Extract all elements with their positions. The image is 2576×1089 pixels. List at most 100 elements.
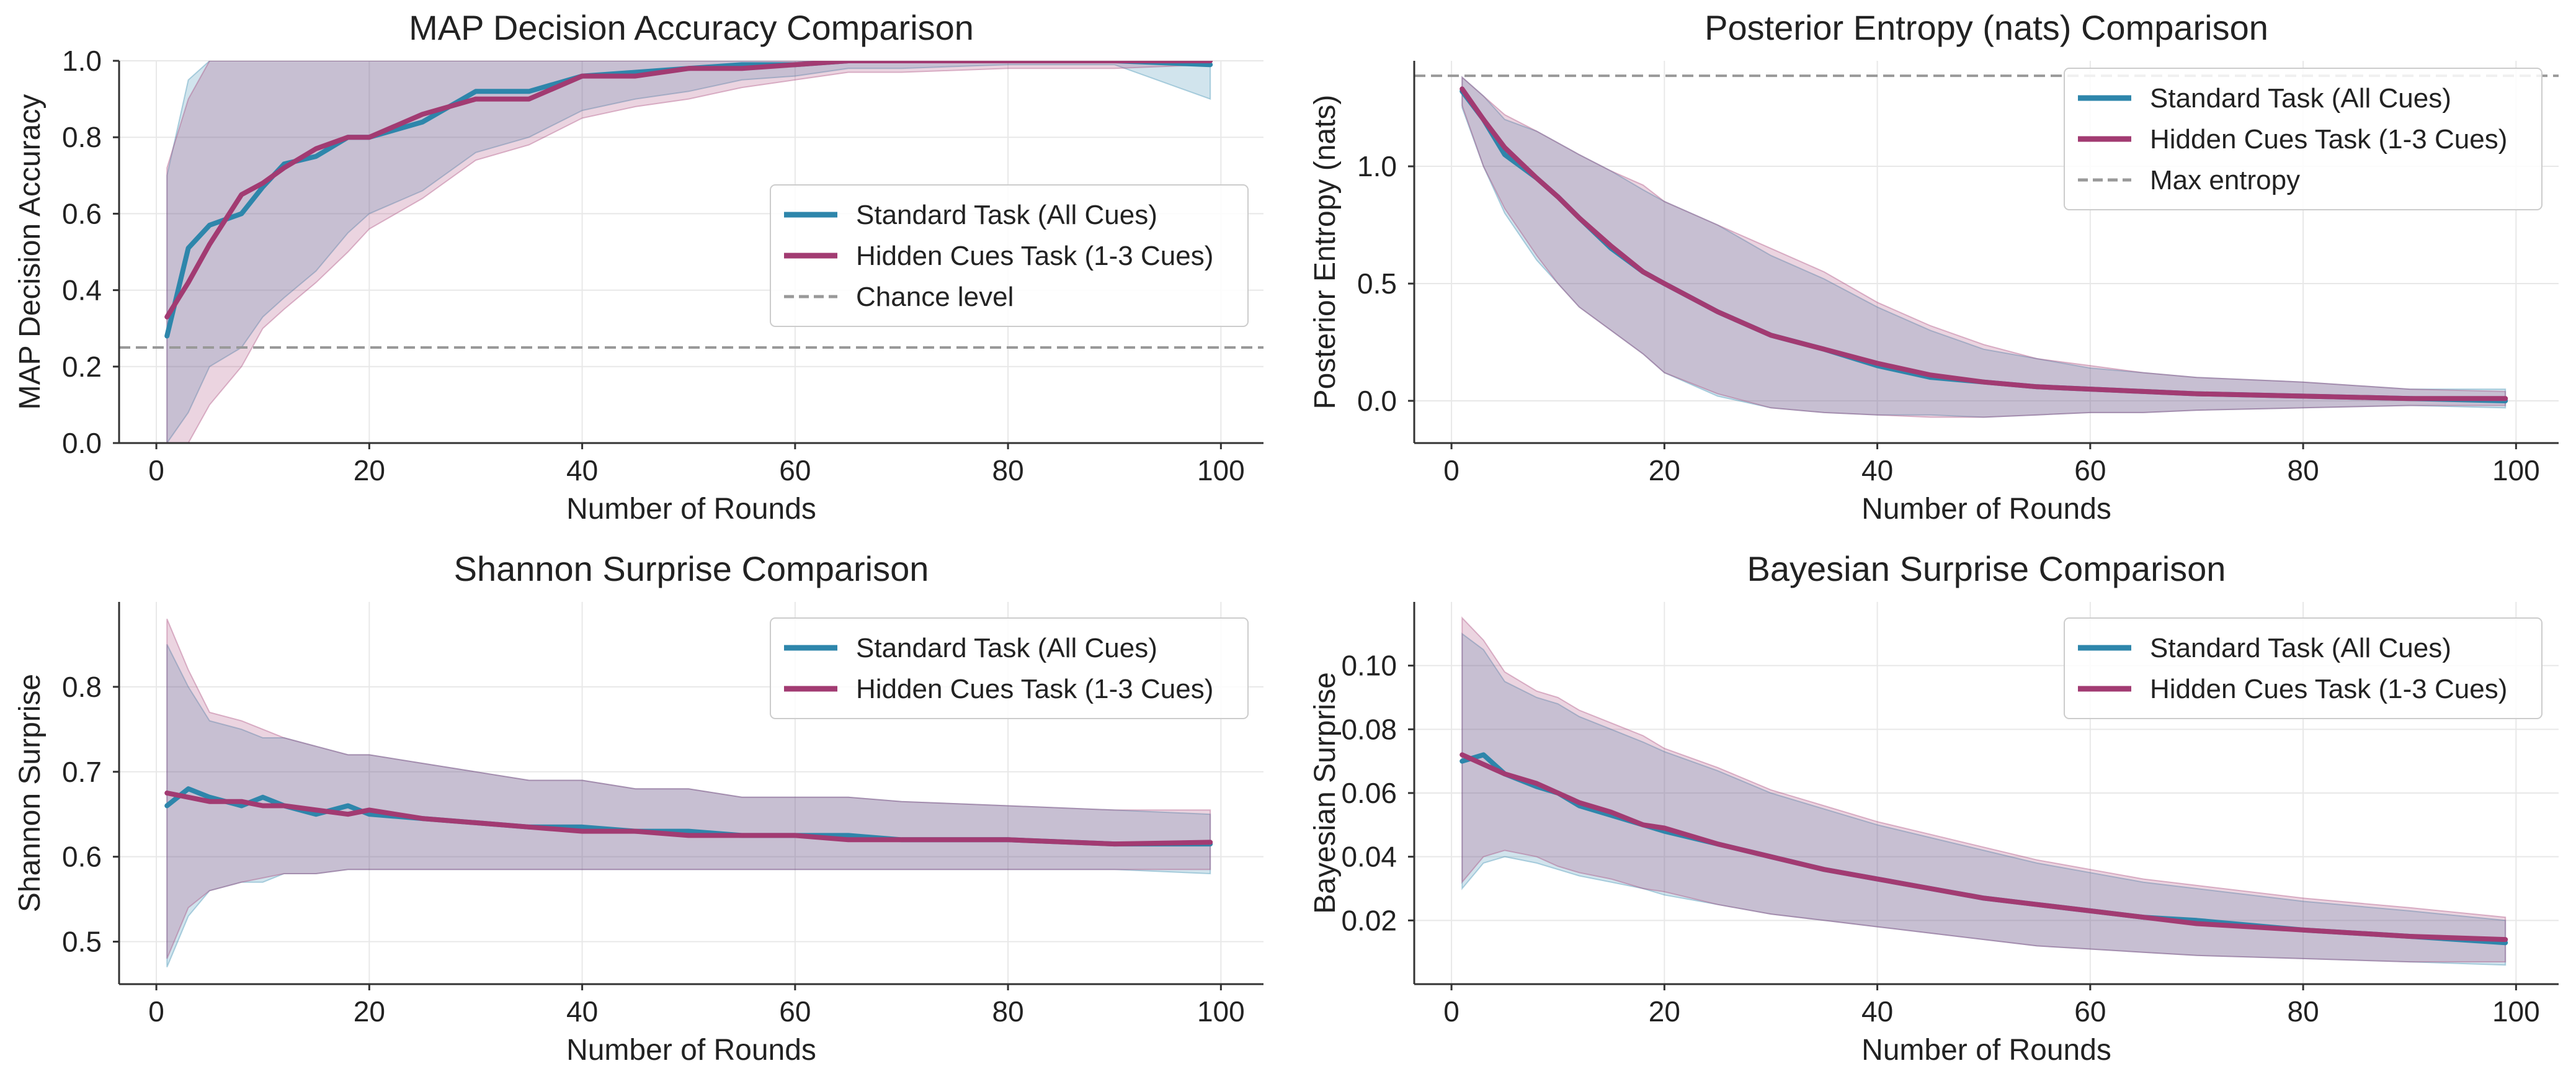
- data-point-standard: [740, 63, 744, 67]
- y-tick-label: 0.4: [62, 274, 102, 307]
- data-point-standard: [1481, 753, 1486, 757]
- legend-label: Hidden Cues Task (1-3 Cues): [2150, 124, 2507, 155]
- data-point-hidden: [1208, 61, 1213, 63]
- data-point-hidden: [2301, 928, 2306, 932]
- data-point-hidden: [2407, 934, 2412, 938]
- data-point-hidden: [1822, 347, 1826, 351]
- data-point-hidden: [1577, 800, 1582, 805]
- data-point-hidden: [473, 97, 478, 101]
- x-tick-label: 20: [1649, 454, 1680, 486]
- data-point-standard: [580, 825, 584, 829]
- data-point-standard: [846, 833, 850, 838]
- data-point-hidden: [1006, 838, 1010, 842]
- data-point-standard: [314, 155, 318, 158]
- x-axis-label: Number of Rounds: [1861, 493, 2111, 526]
- data-point-hidden: [740, 833, 744, 838]
- legend: Standard Task (All Cues) Hidden Cues Task…: [2064, 617, 2543, 719]
- legend-label: Standard Task (All Cues): [856, 633, 1157, 663]
- x-tick-label: 80: [992, 454, 1024, 486]
- x-tick-label: 40: [566, 995, 598, 1028]
- plot-area: [119, 61, 1263, 443]
- data-point-hidden: [1822, 867, 1826, 872]
- series-line-hidden: [1460, 86, 2508, 401]
- plot-area: [1414, 74, 2559, 418]
- legend-label: Max entropy: [2150, 165, 2300, 195]
- x-tick-label: 20: [1649, 995, 1680, 1028]
- legend-label: Hidden Cues Task (1-3 Cues): [856, 674, 1213, 704]
- x-tick-label: 0: [148, 454, 164, 486]
- data-point-hidden: [1556, 195, 1560, 199]
- data-point-hidden: [846, 838, 850, 842]
- x-tick-label: 0: [1443, 454, 1460, 486]
- y-tick-label: 0.2: [62, 351, 102, 383]
- data-point-hidden: [1641, 823, 1645, 827]
- data-point-hidden: [1502, 145, 1507, 150]
- confidence-band-hidden: [166, 619, 1211, 959]
- data-point-hidden: [793, 63, 797, 67]
- data-point-hidden: [239, 192, 244, 197]
- data-point-hidden: [1481, 117, 1486, 122]
- data-point-standard: [314, 812, 318, 817]
- data-point-standard: [367, 812, 372, 817]
- data-point-hidden: [2088, 387, 2092, 392]
- x-tick-label: 60: [779, 995, 811, 1028]
- data-point-standard: [687, 829, 691, 833]
- data-point-hidden: [1112, 842, 1116, 846]
- legend-label: Standard Task (All Cues): [2150, 83, 2451, 114]
- x-tick-label: 100: [1197, 995, 1245, 1028]
- data-point-hidden: [2407, 397, 2412, 401]
- data-point-hidden: [1662, 826, 1667, 830]
- y-tick-label: 0.10: [1341, 650, 1397, 682]
- data-point-hidden: [239, 799, 244, 804]
- y-tick-label: 0.0: [62, 427, 102, 459]
- confidence-band-hidden: [1461, 76, 2507, 418]
- chart-title: MAP Decision Accuracy Comparison: [409, 8, 974, 47]
- data-point-standard: [261, 795, 265, 799]
- data-point-hidden: [2503, 938, 2508, 942]
- series-line-hidden: [1460, 752, 2508, 943]
- data-point-hidden: [165, 315, 169, 319]
- data-point-hidden: [1928, 887, 1933, 890]
- data-point-hidden: [207, 242, 212, 246]
- y-tick-label: 0.5: [62, 926, 102, 958]
- data-point-standard: [207, 795, 212, 799]
- data-point-hidden: [1716, 842, 1720, 846]
- data-point-standard: [165, 804, 169, 808]
- data-point-hidden: [1875, 877, 1879, 881]
- data-point-hidden: [899, 838, 904, 842]
- y-tick-label: 0.6: [62, 841, 102, 873]
- data-point-hidden: [367, 135, 372, 140]
- y-axis-label: Posterior Entropy (nats): [1309, 95, 1342, 410]
- data-point-hidden: [1982, 380, 1986, 384]
- y-axis-label: Bayesian Surprise: [1309, 672, 1342, 914]
- data-point-hidden: [314, 808, 318, 812]
- y-tick-label: 0.6: [62, 197, 102, 230]
- data-point-hidden: [346, 812, 350, 817]
- data-point-hidden: [1535, 781, 1539, 786]
- y-tick-label: 0.08: [1341, 713, 1397, 745]
- data-point-hidden: [1875, 361, 1879, 365]
- data-point-standard: [207, 223, 212, 227]
- data-point-standard: [165, 334, 169, 338]
- data-point-standard: [1502, 153, 1507, 157]
- data-point-standard: [421, 120, 425, 124]
- data-point-standard: [1460, 759, 1464, 763]
- y-tick-label: 0.8: [62, 671, 102, 703]
- x-tick-label: 20: [354, 454, 385, 486]
- data-point-hidden: [2195, 392, 2199, 396]
- y-axis-label: Shannon Surprise: [14, 674, 47, 912]
- y-tick-label: 0.02: [1341, 904, 1397, 936]
- data-point-hidden: [2141, 915, 2146, 920]
- series-line-hidden: [164, 791, 1213, 847]
- chart-panel-1: 0 20 40 60 80 100 0.0 0.2 0.4 0.6 0.8 1.0 MAP Decisi…: [14, 8, 1263, 526]
- data-point-standard: [633, 70, 638, 74]
- x-tick-label: 100: [1197, 454, 1245, 486]
- legend: Standard Task (All Cues) Hidden Cues Task…: [770, 617, 1249, 719]
- data-point-hidden: [2035, 385, 2039, 389]
- legend-label: Hidden Cues Task (1-3 Cues): [856, 241, 1213, 271]
- y-tick-label: 0.06: [1341, 777, 1397, 809]
- x-tick-label: 80: [992, 995, 1024, 1028]
- x-tick-label: 0: [1443, 995, 1460, 1028]
- y-tick-label: 1.0: [1357, 150, 1397, 182]
